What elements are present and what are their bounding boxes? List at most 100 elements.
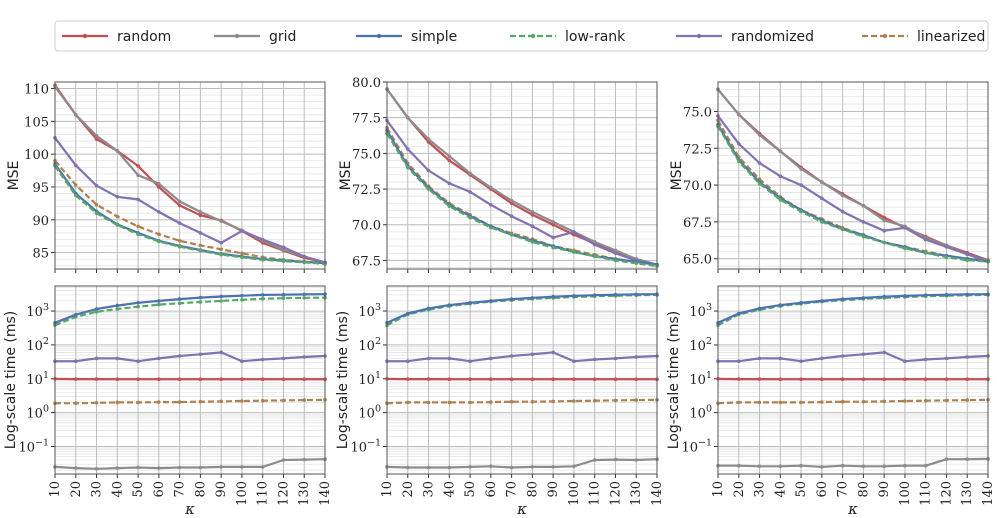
y-tick-label: 103 — [26, 302, 49, 320]
data-point-grid — [862, 465, 866, 469]
data-point-simple — [489, 299, 493, 303]
data-point-linearized — [820, 400, 824, 404]
y-tick-label: 100 — [689, 404, 712, 422]
data-point-linearized — [862, 400, 866, 404]
data-point-low-rank — [199, 249, 203, 253]
y-tick-label: 100 — [358, 404, 381, 422]
data-point-randomized — [74, 359, 78, 363]
data-point-random — [779, 377, 783, 381]
y-tick-label: 85 — [32, 247, 49, 262]
data-point-linearized — [924, 399, 928, 403]
data-point-simple — [945, 293, 949, 297]
data-point-grid — [282, 458, 286, 462]
data-point-random — [240, 377, 244, 381]
data-point-grid — [510, 199, 514, 203]
data-point-random — [157, 377, 161, 381]
data-point-grid — [882, 465, 886, 469]
data-point-low-rank — [219, 253, 223, 257]
data-point-low-rank — [945, 255, 949, 259]
data-point-linearized — [240, 399, 244, 403]
data-point-randomized — [531, 224, 535, 228]
x-tick-label: 130 — [960, 481, 975, 506]
x-tick-label: 50 — [131, 481, 146, 498]
data-point-randomized — [799, 359, 803, 363]
data-point-grid — [261, 465, 265, 469]
data-point-randomized — [924, 358, 928, 362]
x-tick-label: 70 — [173, 481, 188, 498]
data-point-grid — [779, 465, 783, 469]
data-point-grid — [427, 137, 431, 141]
panel-mse-1: 85 90 95 100 105 110 MSE — [6, 82, 327, 273]
data-point-simple — [779, 303, 783, 307]
data-point-grid — [779, 149, 783, 153]
data-point-low-rank — [116, 223, 120, 227]
data-point-low-rank — [219, 299, 223, 303]
data-point-grid — [427, 466, 431, 470]
data-point-grid — [448, 466, 452, 470]
x-tick-label: 100 — [567, 481, 582, 506]
x-tick-label: 20 — [69, 481, 84, 498]
data-point-randomized — [95, 357, 99, 361]
data-point-simple — [965, 293, 969, 297]
x-tick-label: 110 — [588, 481, 603, 506]
x-tick-label: 80 — [193, 481, 208, 498]
data-point-simple — [758, 307, 762, 311]
data-point-low-rank — [924, 251, 928, 255]
data-point-randomized — [468, 190, 472, 194]
data-point-randomized — [572, 230, 576, 234]
data-point-low-rank — [634, 262, 638, 266]
data-point-linearized — [634, 398, 638, 402]
data-point-random — [116, 377, 120, 381]
y-tick-label: 102 — [358, 336, 381, 354]
data-point-randomized — [841, 354, 845, 358]
data-point-grid — [199, 466, 203, 470]
data-point-linearized — [903, 399, 907, 403]
data-point-random — [634, 377, 638, 381]
data-point-grid — [136, 173, 140, 177]
data-point-random — [74, 377, 78, 381]
data-point-low-rank — [551, 246, 555, 250]
data-point-randomized — [302, 355, 306, 359]
data-point-randomized — [136, 359, 140, 363]
data-point-linearized — [406, 401, 410, 405]
data-point-low-rank — [799, 210, 803, 214]
x-tick-label: 70 — [505, 481, 520, 498]
data-point-low-rank — [448, 204, 452, 208]
x-tick-label: 30 — [422, 481, 437, 498]
data-point-randomized — [427, 169, 431, 173]
data-point-low-rank — [136, 305, 140, 309]
data-point-randomized — [116, 357, 120, 361]
x-axis-label: κ — [516, 500, 527, 518]
data-point-simple — [178, 297, 182, 301]
y-tick-label: 70.0 — [683, 179, 712, 194]
data-point-grid — [219, 219, 223, 223]
data-point-linearized — [799, 401, 803, 405]
x-tick-label: 90 — [546, 481, 561, 498]
data-point-linearized — [965, 398, 969, 402]
y-axis-label: Log-scale time (ms) — [335, 311, 351, 450]
data-point-randomized — [178, 354, 182, 358]
panel-mse-2: 67.5 70.0 72.5 75.0 77.5 80.0 MSE — [338, 76, 659, 273]
data-point-simple — [882, 295, 886, 299]
data-point-randomized — [178, 221, 182, 225]
data-point-random — [199, 213, 203, 217]
data-point-linearized — [489, 400, 493, 404]
data-point-low-rank — [468, 216, 472, 220]
data-point-random — [862, 377, 866, 381]
data-point-grid — [634, 458, 638, 462]
y-tick-label: 101 — [689, 370, 712, 388]
data-point-grid — [406, 116, 410, 120]
data-point-low-rank — [199, 300, 203, 304]
x-tick-label: 60 — [815, 481, 830, 498]
y-axis-label: Log-scale time (ms) — [666, 311, 682, 450]
data-point-simple — [427, 307, 431, 311]
data-point-grid — [95, 467, 99, 471]
data-point-linearized — [758, 401, 762, 405]
y-tick-label: 72.5 — [352, 183, 381, 198]
data-point-low-rank — [737, 160, 741, 164]
data-point-low-rank — [74, 194, 78, 198]
data-point-grid — [965, 457, 969, 461]
data-point-random — [572, 377, 576, 381]
data-point-randomized — [903, 359, 907, 363]
x-tick-label: 50 — [463, 481, 478, 498]
